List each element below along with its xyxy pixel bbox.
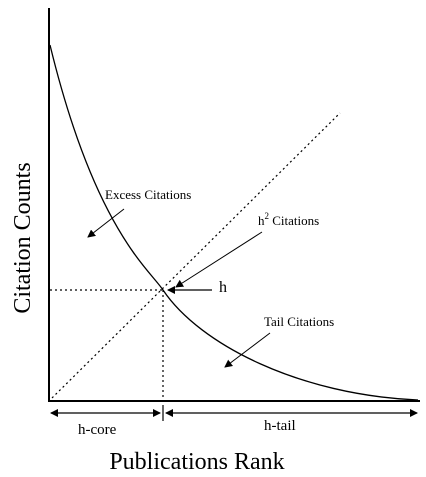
excess-citations-label: Excess Citations [105,187,191,202]
tail-arrow [224,332,271,368]
tail-citations-label: Tail Citations [264,314,334,329]
h2-rest: Citations [269,213,319,228]
h-tail-label: h-tail [264,418,296,434]
h2-citations-label: h2 Citations [258,211,319,228]
x-axis-label: Publications Rank [109,449,284,475]
h2-diagonal [51,112,341,399]
h2-arrow [175,231,263,288]
citation-curve [49,44,419,401]
h2-superscript: 2 [265,211,270,221]
h-core-label: h-core [78,422,117,438]
y-axis-label: Citation Counts [10,162,36,313]
h2-base: h [258,213,265,228]
h-marker-label: h [219,279,227,296]
excess-arrow [87,208,125,238]
